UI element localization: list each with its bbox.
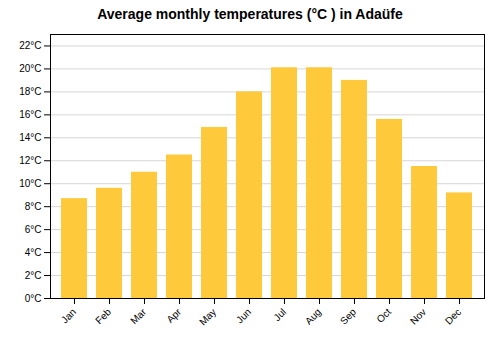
svg-text:Jul: Jul xyxy=(271,306,288,323)
svg-text:22°C: 22°C xyxy=(19,40,41,51)
svg-text:16°C: 16°C xyxy=(19,109,41,120)
svg-text:Jun: Jun xyxy=(234,306,253,325)
svg-text:18°C: 18°C xyxy=(19,86,41,97)
svg-text:Dec: Dec xyxy=(443,306,463,326)
svg-text:Nov: Nov xyxy=(408,306,428,326)
svg-text:0°C: 0°C xyxy=(25,293,42,304)
svg-text:May: May xyxy=(197,306,218,327)
svg-text:2°C: 2°C xyxy=(25,270,42,281)
svg-text:Apr: Apr xyxy=(164,306,183,325)
svg-text:20°C: 20°C xyxy=(19,63,41,74)
svg-text:Feb: Feb xyxy=(93,306,113,326)
svg-text:10°C: 10°C xyxy=(19,178,41,189)
svg-text:Mar: Mar xyxy=(128,306,148,326)
svg-text:12°C: 12°C xyxy=(19,155,41,166)
svg-text:Jan: Jan xyxy=(59,306,78,325)
svg-text:Sep: Sep xyxy=(338,306,359,327)
html-text:Average monthly temperatures (: Average monthly temperatures (°C ) in Ad… xyxy=(97,6,403,22)
svg-text:Oct: Oct xyxy=(374,306,393,325)
svg-text:14°C: 14°C xyxy=(19,132,41,143)
svg-text:8°C: 8°C xyxy=(25,201,42,212)
svg-text:Aug: Aug xyxy=(303,306,323,326)
svg-text:4°C: 4°C xyxy=(25,247,42,258)
svg-text:6°C: 6°C xyxy=(25,224,42,235)
